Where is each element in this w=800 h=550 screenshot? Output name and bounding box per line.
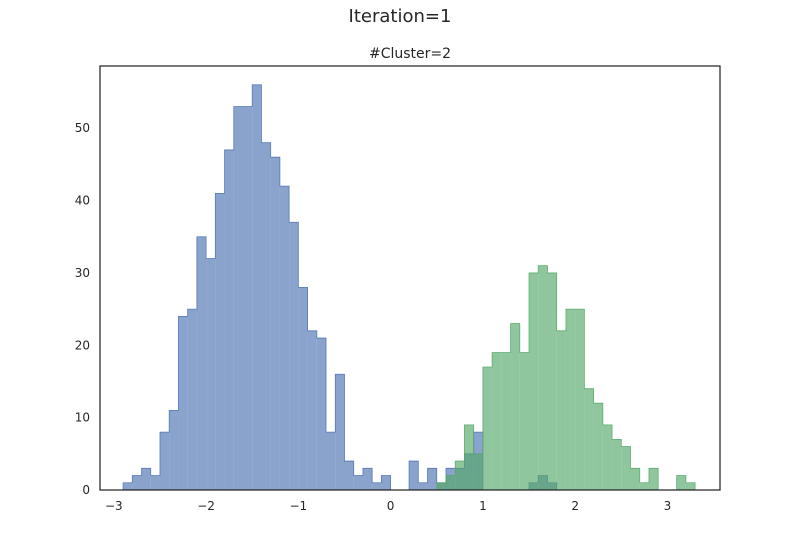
- histogram-step-outline: [122, 84, 566, 491]
- histogram-bar: [381, 475, 391, 490]
- histogram-bar: [593, 403, 603, 490]
- histogram-bar: [639, 482, 649, 490]
- x-tick-label: −2: [197, 499, 215, 513]
- histogram-bar: [436, 482, 446, 490]
- histogram-bar: [123, 482, 133, 490]
- histogram-bar: [602, 424, 613, 490]
- histogram-bar: [316, 338, 327, 490]
- bars-layer: [122, 84, 696, 491]
- x-tick-label: 2: [571, 499, 579, 513]
- histogram-bar: [685, 482, 696, 490]
- x-tick-label: 1: [479, 499, 487, 513]
- histogram-bar: [252, 84, 262, 490]
- y-tick-label: 10: [75, 411, 90, 425]
- histogram-bar: [362, 468, 373, 490]
- histogram-bar: [141, 468, 151, 490]
- histogram-bar: [206, 258, 216, 490]
- histogram-bar: [372, 482, 382, 490]
- histogram-bar: [427, 468, 437, 490]
- histogram-bar: [482, 366, 493, 490]
- histogram-bar: [445, 475, 456, 490]
- x-axis-ticks: −3 −2 −1 0 1 2 3: [105, 499, 671, 513]
- histogram-bar: [492, 352, 502, 490]
- histogram-bar: [353, 475, 363, 490]
- histogram-bar: [169, 410, 179, 490]
- histogram-bar: [630, 468, 640, 490]
- histogram-bar: [132, 475, 142, 490]
- histogram-bar: [307, 330, 317, 490]
- histogram-bar: [612, 439, 622, 490]
- y-tick-label: 50: [75, 121, 90, 135]
- histogram-bar: [335, 374, 345, 490]
- histogram-series-2: [436, 265, 696, 491]
- histogram-bar: [233, 106, 244, 490]
- histogram-bar: [676, 475, 686, 490]
- histogram-bar: [575, 309, 585, 490]
- histogram-bar: [418, 482, 428, 490]
- x-tick-label: −1: [290, 499, 308, 513]
- histogram-bar: [621, 446, 631, 490]
- histogram-bar: [547, 272, 557, 490]
- axes-frame: [99, 65, 721, 491]
- x-tick-label: 3: [664, 499, 672, 513]
- histogram-bar: [510, 323, 520, 490]
- histogram-bar: [648, 468, 659, 490]
- histogram-bar: [584, 388, 594, 490]
- histogram-bar: [464, 424, 474, 490]
- histogram-bar: [261, 142, 271, 491]
- histogram-bar: [289, 222, 299, 490]
- x-tick-label: 0: [387, 499, 395, 513]
- chart-title: #Cluster=2: [369, 46, 451, 62]
- histogram-bar: [344, 461, 354, 490]
- y-tick-label: 30: [75, 266, 90, 280]
- histogram-bar: [529, 272, 539, 490]
- histogram-bar: [565, 309, 576, 490]
- y-tick-label: 0: [82, 483, 90, 497]
- y-axis-ticks: 0 10 20 30 40 50: [75, 121, 90, 497]
- histogram-bar: [270, 157, 280, 490]
- histogram-bar: [224, 149, 234, 490]
- y-tick-label: 20: [75, 338, 90, 352]
- histogram-bar: [473, 453, 483, 490]
- histogram-bar: [556, 330, 566, 490]
- histogram-bar: [196, 236, 207, 490]
- y-tick-label: 40: [75, 194, 90, 208]
- histogram-bar: [159, 432, 170, 490]
- histogram-bar: [187, 309, 197, 490]
- histogram-bar: [215, 193, 225, 490]
- histogram-bar: [519, 352, 530, 490]
- histogram-bar: [538, 265, 548, 490]
- histogram-bar: [298, 287, 308, 490]
- figure-suptitle: Iteration=1: [348, 6, 452, 27]
- histogram-step-outline: [436, 265, 696, 491]
- histogram-bar: [326, 432, 336, 490]
- histogram-bar: [178, 316, 188, 490]
- x-tick-label: −3: [105, 499, 123, 513]
- histogram-bar: [243, 106, 253, 490]
- histogram-bar: [455, 461, 465, 490]
- histogram-bar: [501, 352, 511, 490]
- histogram-bar: [150, 475, 160, 490]
- histogram-bar: [279, 186, 290, 490]
- histogram-bar: [409, 461, 419, 490]
